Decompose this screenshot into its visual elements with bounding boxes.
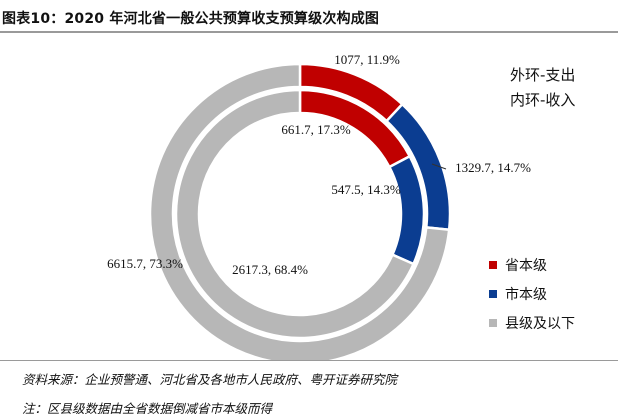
data-label-outer-county: 6615.7, 73.3% (107, 256, 183, 271)
source-note: 资料来源：企业预警通、河北省及各地市人民政府、粤开证券研究院 (22, 372, 398, 387)
data-label-inner-county: 2617.3, 68.4% (232, 262, 308, 277)
data-label-inner-city: 547.5, 14.3% (331, 182, 401, 197)
data-label-outer-city: 1329.7, 14.7% (455, 160, 531, 175)
footer-divider (0, 360, 618, 361)
legend-swatch-county (489, 319, 497, 327)
data-label-outer-province: 1077, 11.9% (334, 52, 400, 67)
footnote: 注：区县级数据由全省数据倒减省市本级而得 (22, 401, 273, 416)
legend-swatch-city (489, 290, 497, 298)
legend-label-county: 县级及以下 (505, 316, 575, 332)
donut-chart: 1077, 11.9% 1329.7, 14.7% 6615.7, 73.3% 661… (107, 52, 575, 360)
leader-line-outer-city (431, 163, 447, 170)
legend-label-city: 市本级 (505, 286, 547, 303)
data-label-inner-province: 661.7, 17.3% (281, 122, 351, 137)
inner-ring-slice-county (174, 88, 416, 340)
chart-title: 图表10：2020 年河北省一般公共预算收支预算级次构成图 (2, 11, 380, 27)
legend-label-province: 省本级 (505, 258, 547, 274)
ring-note-1: 内环-收入 (510, 91, 575, 109)
legend-swatch-province (489, 261, 497, 269)
title-divider (0, 31, 618, 33)
outer-ring-slice-county (148, 62, 451, 360)
ring-note-0: 外环-支出 (510, 66, 575, 84)
